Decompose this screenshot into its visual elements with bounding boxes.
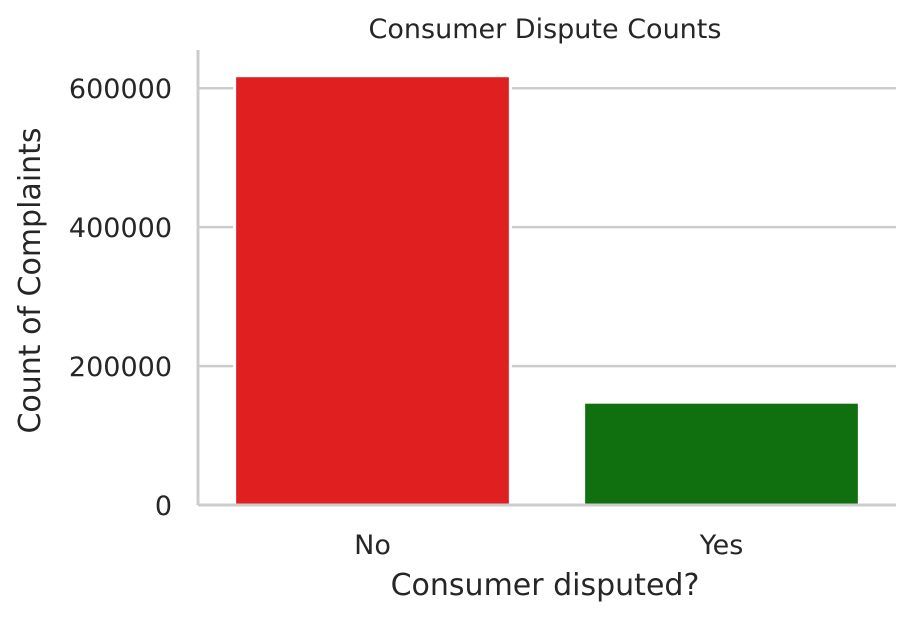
x-tick-label: Yes <box>699 530 744 561</box>
y-axis-label: Count of Complaints <box>13 127 48 433</box>
y-tick-label: 400000 <box>69 213 172 244</box>
y-tick-label: 0 <box>155 491 172 522</box>
bars <box>233 74 861 507</box>
bar-yes <box>582 400 861 507</box>
x-tick-labels: No Yes <box>354 530 743 561</box>
x-tick-label: No <box>354 530 391 561</box>
x-axis-label: Consumer disputed? <box>391 568 700 603</box>
y-tick-labels: 0 200000 400000 600000 <box>69 74 172 522</box>
chart-title: Consumer Dispute Counts <box>369 14 722 45</box>
y-tick-label: 600000 <box>69 74 172 105</box>
y-tick-label: 200000 <box>69 352 172 383</box>
axes-spines <box>196 50 896 507</box>
bar-no <box>233 74 512 507</box>
